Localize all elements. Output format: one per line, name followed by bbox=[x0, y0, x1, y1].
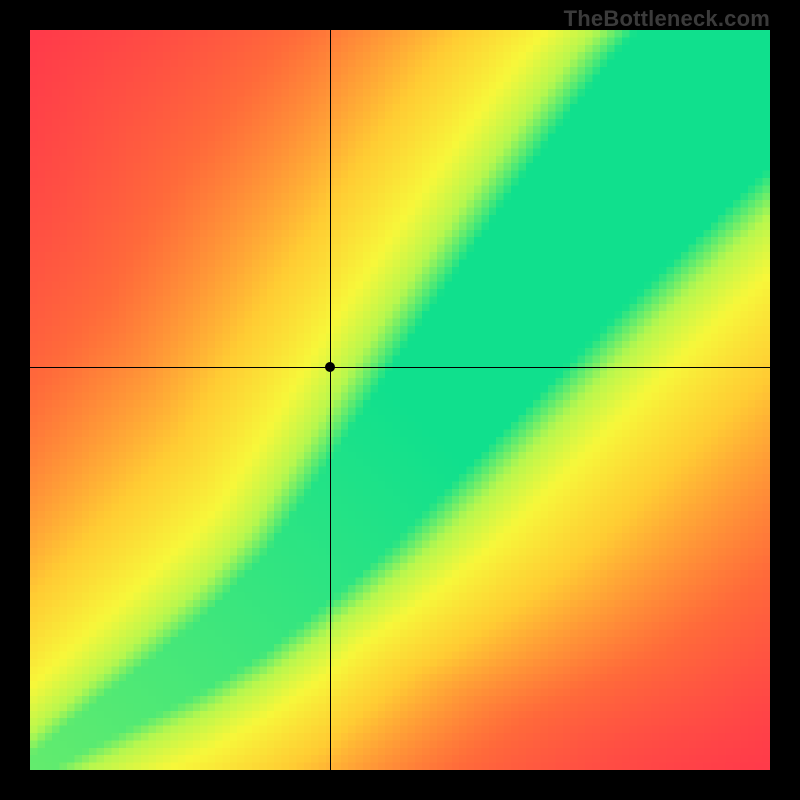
watermark-text: TheBottleneck.com bbox=[564, 6, 770, 32]
figure-frame: TheBottleneck.com bbox=[0, 0, 800, 800]
data-point-marker bbox=[325, 362, 335, 372]
crosshair-vertical bbox=[330, 30, 331, 770]
heatmap-canvas bbox=[30, 30, 770, 770]
crosshair-horizontal bbox=[30, 367, 770, 368]
heatmap-plot bbox=[30, 30, 770, 770]
